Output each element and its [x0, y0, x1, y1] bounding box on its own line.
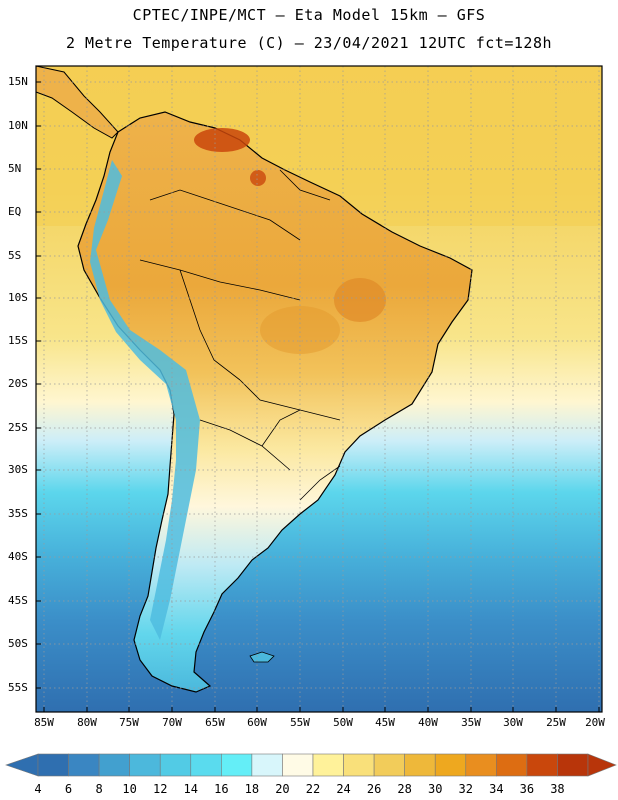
- lat-label: 55S: [8, 681, 28, 694]
- colorbar-label: 8: [95, 782, 103, 796]
- colorbar-label: 6: [64, 782, 73, 796]
- colorbar-swatch: [557, 753, 589, 777]
- colorbar-label: 16: [214, 782, 229, 796]
- colorbar-label: 32: [458, 782, 473, 796]
- lat-label: 10N: [8, 119, 28, 132]
- lon-label: 55W: [290, 716, 310, 729]
- colorbar-swatch: [496, 753, 528, 777]
- hot-core-mato-grosso: [260, 306, 340, 354]
- colorbar-label: 28: [397, 782, 412, 796]
- colorbar-label: 38: [550, 782, 565, 796]
- colorbar-label: 22: [305, 782, 321, 796]
- colorbar-label: 10: [122, 782, 137, 796]
- chart-title-line1: CPTEC/INPE/MCT – Eta Model 15km – GFS: [132, 6, 486, 24]
- colorbar-label: 4: [34, 782, 42, 796]
- lat-label: 50S: [8, 637, 28, 650]
- lat-label: 10S: [8, 291, 28, 304]
- colorbar-label: 24: [336, 782, 351, 796]
- central-america-landmass: [35, 65, 119, 139]
- lon-label: 45W: [375, 716, 395, 729]
- colorbar-swatch: [526, 753, 558, 777]
- country-borders: [139, 169, 341, 501]
- lat-label: 20S: [8, 377, 28, 390]
- colorbar-swatch: [434, 753, 467, 777]
- lon-label: 25W: [546, 716, 566, 729]
- colorbar-label: 30: [427, 782, 443, 796]
- colorbar-swatch: [465, 753, 497, 777]
- falkland-islands: [249, 651, 275, 663]
- colorbar-label: 36: [519, 782, 535, 796]
- lon-label: 80W: [77, 716, 97, 729]
- colorbar: [5, 753, 617, 777]
- lon-label: 70W: [162, 716, 182, 729]
- lon-label: 60W: [247, 716, 267, 729]
- lon-label: 65W: [205, 716, 225, 729]
- colorbar-swatch: [312, 753, 344, 777]
- lat-label: 35S: [8, 507, 28, 520]
- colorbar-label: 26: [366, 782, 382, 796]
- lat-label: 40S: [8, 550, 28, 563]
- colorbar-swatch: [221, 753, 253, 777]
- lon-label: 35W: [461, 716, 481, 729]
- map-frame: [35, 65, 603, 713]
- lon-label: 50W: [333, 716, 353, 729]
- colorbar-label: 12: [152, 782, 168, 796]
- colorbar-arrow-low: [5, 753, 39, 777]
- andes-cold-strip: [90, 160, 200, 640]
- hot-core-guyana: [250, 170, 266, 186]
- hot-core-venezuela: [194, 128, 250, 152]
- lat-label: 45S: [8, 594, 28, 607]
- lat-label: 15N: [8, 75, 28, 88]
- colorbar-label: 14: [183, 782, 198, 796]
- lat-label: 25S: [8, 421, 28, 434]
- colorbar-swatch: [404, 753, 436, 777]
- lon-label: 75W: [119, 716, 139, 729]
- colorbar-swatch: [282, 753, 314, 777]
- colorbar-label: 34: [489, 782, 504, 796]
- lat-label: 30S: [8, 463, 28, 476]
- lon-label: 30W: [503, 716, 523, 729]
- colorbar-swatch: [98, 753, 130, 777]
- lon-label: 20W: [585, 716, 605, 729]
- colorbar-swatch: [129, 753, 161, 777]
- colorbar-swatch: [68, 753, 100, 777]
- axis-ticks: [36, 81, 600, 712]
- lat-label: EQ: [8, 205, 22, 218]
- lat-label: 15S: [8, 334, 28, 347]
- colorbar-swatch: [159, 753, 192, 777]
- lat-label: 5S: [8, 249, 22, 262]
- colorbar-swatch: [37, 753, 69, 777]
- lat-label: 5N: [8, 162, 22, 175]
- chart-title-line2: 2 Metre Temperature (C) – 23/04/2021 12U…: [65, 34, 553, 52]
- colorbar-swatch: [251, 753, 283, 777]
- colorbar-label: 18: [244, 782, 260, 796]
- colorbar-arrow-high: [587, 753, 617, 777]
- colorbar-swatch: [190, 753, 222, 777]
- hot-core-central-brazil: [334, 278, 386, 322]
- lon-label: 40W: [418, 716, 438, 729]
- colorbar-label: 20: [275, 782, 290, 796]
- colorbar-swatch: [373, 753, 405, 777]
- lon-label: 85W: [34, 716, 54, 729]
- colorbar-swatch: [343, 753, 375, 777]
